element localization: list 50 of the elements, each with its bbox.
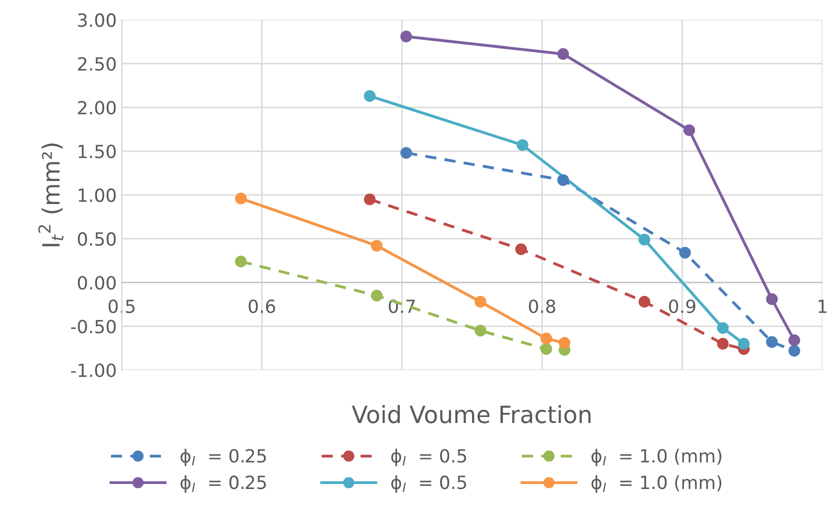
x-tick-label: 1 xyxy=(818,300,826,313)
point xyxy=(766,336,778,348)
point xyxy=(400,30,412,42)
x-tick-label: 0.8 xyxy=(528,299,556,314)
point xyxy=(638,296,650,308)
legend-label: ϕ$_{I}$ = 0.25 xyxy=(180,475,266,493)
legend-label: ϕ$_{I}$ = 0.25 xyxy=(180,448,266,466)
point xyxy=(540,332,552,344)
point xyxy=(638,234,650,246)
y-tick-label: 0.00 xyxy=(78,276,116,290)
y-tick-label: 3.00 xyxy=(78,13,116,27)
point xyxy=(679,246,691,259)
point xyxy=(370,240,383,252)
y-tick-label: 0.50 xyxy=(78,232,116,246)
point xyxy=(557,174,569,186)
point xyxy=(766,293,778,305)
point xyxy=(540,343,552,355)
y-tick-label: 1.50 xyxy=(78,144,116,158)
y-tick-label: -0.50 xyxy=(71,320,116,334)
y-tick-label: -1.00 xyxy=(71,364,116,378)
legend-label: ϕ$_{I}$ = 0.5 xyxy=(391,475,466,493)
legend-label: ϕ$_{I}$ = 0.5 xyxy=(391,448,466,466)
point xyxy=(788,334,800,346)
point xyxy=(788,344,800,357)
point xyxy=(474,324,486,336)
point xyxy=(738,338,750,350)
x-tick-label: 0.6 xyxy=(248,299,276,314)
y-axis-title: I$_{t}$$^{2}$ (mm²) xyxy=(38,143,64,246)
point xyxy=(557,48,569,60)
x-tick-label: 0.5 xyxy=(108,299,135,314)
point xyxy=(558,337,570,349)
y-tick-label: 2.50 xyxy=(78,57,116,71)
x-axis-title: Void Voume Fraction xyxy=(352,405,590,424)
point xyxy=(400,147,412,159)
point xyxy=(474,296,486,308)
point xyxy=(683,124,696,136)
y-tick-label: 2.00 xyxy=(78,100,116,115)
point xyxy=(235,192,247,204)
point xyxy=(364,193,376,206)
point xyxy=(717,322,729,334)
point xyxy=(516,139,528,151)
point xyxy=(717,338,729,350)
legend-label: ϕ$_{I}$ = 1.0 (mm) xyxy=(592,448,722,466)
point xyxy=(364,90,376,102)
point xyxy=(370,290,383,302)
point xyxy=(515,243,527,256)
x-tick-label: 0.9 xyxy=(669,299,696,314)
legend-label: ϕ$_{I}$ = 1.0 (mm) xyxy=(592,475,722,493)
y-tick-label: 1.00 xyxy=(78,188,116,202)
point xyxy=(235,256,247,268)
